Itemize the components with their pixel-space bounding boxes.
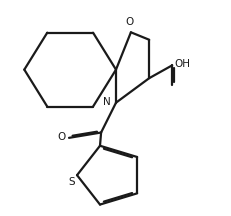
Text: O: O [57,132,65,142]
Text: N: N [102,97,110,107]
Text: S: S [68,177,74,187]
Text: OH: OH [174,59,190,69]
Text: O: O [125,17,133,27]
